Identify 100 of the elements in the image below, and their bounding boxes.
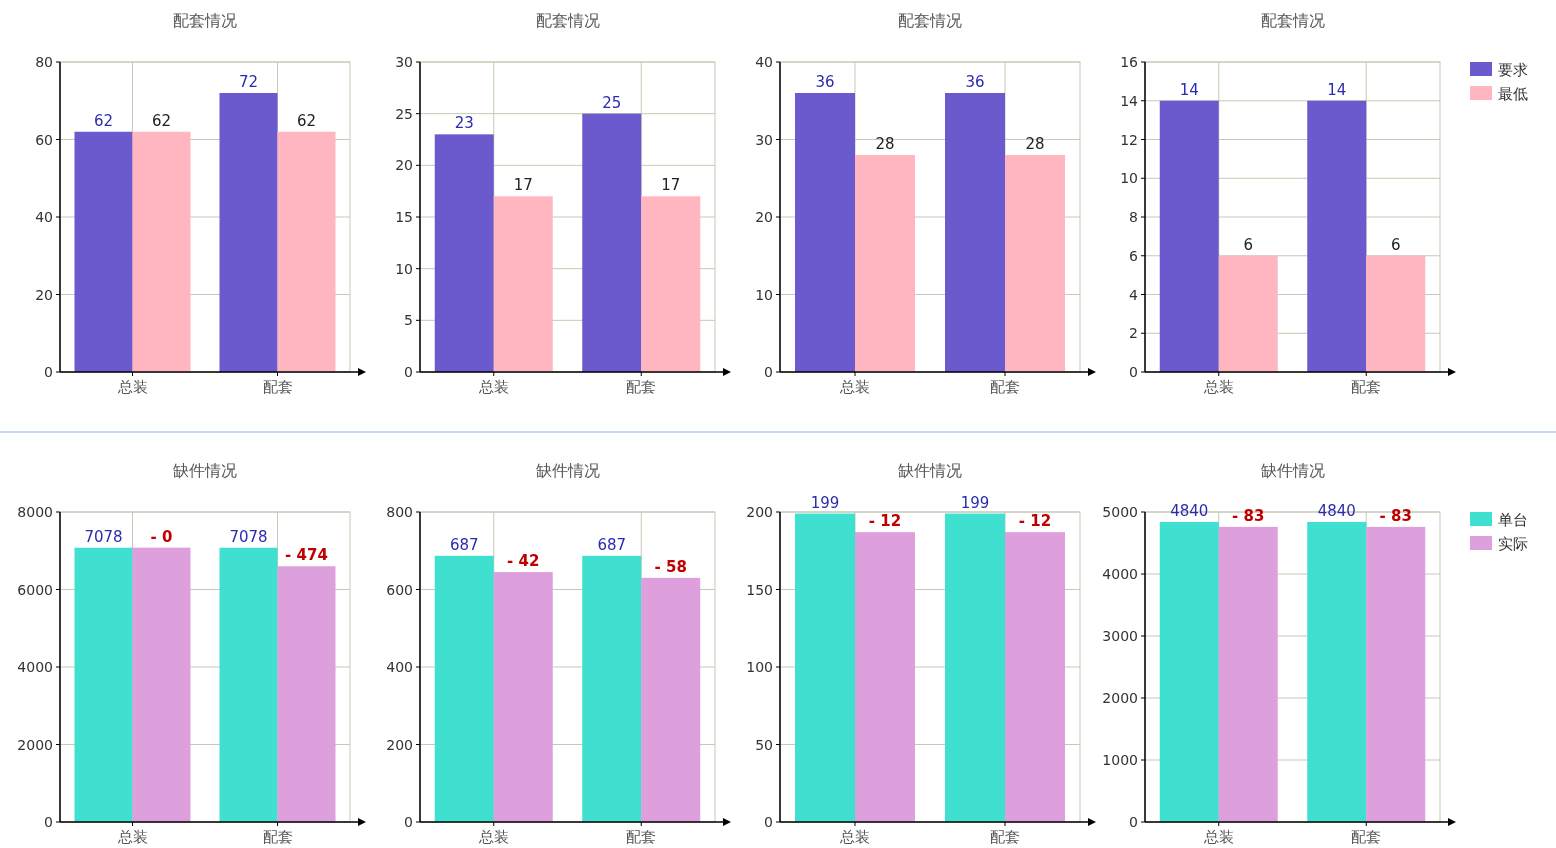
data-label: 199 [960, 493, 990, 512]
x-tick-label: 配套 [262, 828, 293, 846]
data-label: 6 [1243, 235, 1254, 254]
x-tick-label: 配套 [990, 828, 1020, 846]
data-label: 28 [875, 135, 895, 153]
y-tick-label: 5000 [1102, 504, 1138, 520]
data-label: 62 [93, 111, 114, 130]
data-label: 14 [1179, 80, 1199, 99]
x-tick-label: 总装 [839, 828, 870, 846]
y-tick-label: 10 [1120, 170, 1138, 187]
y-tick-label: 0 [44, 814, 53, 830]
legend-label: 实际 [1498, 535, 1528, 553]
y-tick-label: 2 [1129, 325, 1138, 342]
chart-title: 配套情况 [898, 11, 962, 30]
bar [434, 134, 494, 372]
data-label: 6 [1390, 235, 1401, 254]
y-tick-label: 0 [44, 364, 53, 380]
y-tick-label: 800 [386, 504, 413, 520]
legend-item: 最低 [1470, 85, 1528, 103]
chart-title: 配套情况 [535, 11, 600, 30]
y-tick-label: 600 [386, 581, 413, 598]
y-tick-label: 4000 [1102, 566, 1138, 582]
y-tick-label: 200 [746, 504, 773, 520]
x-tick-label: 总装 [116, 828, 148, 846]
data-label: 14 [1327, 80, 1347, 99]
x-tick-label: 配套 [1351, 828, 1382, 846]
y-tick-label: 25 [395, 105, 413, 122]
annotation: - 12 [1018, 512, 1052, 531]
annotation: - 0 [150, 527, 173, 546]
y-tick-label: 4000 [17, 659, 53, 675]
y-tick-label: 2000 [1102, 690, 1138, 706]
y-tick-label: 8 [1129, 209, 1138, 225]
legend-item: 单台 [1470, 511, 1528, 529]
data-label: 7078 [229, 527, 268, 546]
y-tick-label: 0 [1129, 364, 1138, 380]
y-tick-label: 30 [755, 131, 773, 148]
data-label: 36 [965, 73, 985, 91]
bar [493, 196, 553, 372]
data-label: 62 [296, 111, 317, 130]
y-tick-label: 1000 [1102, 752, 1138, 768]
y-tick-label: 10 [395, 260, 413, 277]
data-label: 17 [661, 176, 681, 195]
y-tick-label: 14 [1120, 92, 1139, 109]
annotation: - 83 [1232, 506, 1265, 525]
y-tick-label: 3000 [1102, 628, 1138, 644]
x-tick-label: 配套 [626, 378, 657, 396]
y-tick-label: 8000 [17, 504, 53, 520]
x-tick-label: 配套 [626, 828, 657, 846]
legend-item: 要求 [1470, 61, 1528, 79]
y-tick-label: 50 [755, 736, 773, 753]
data-label: 62 [151, 111, 172, 130]
annotation: - 12 [868, 512, 902, 531]
x-tick-label: 配套 [990, 378, 1020, 396]
y-tick-label: 0 [1129, 814, 1138, 830]
y-tick-label: 12 [1120, 131, 1138, 148]
y-tick-label: 20 [35, 286, 53, 303]
annotation: - 58 [654, 557, 687, 576]
y-tick-label: 15 [395, 209, 413, 225]
y-tick-label: 40 [755, 54, 773, 70]
y-tick-label: 30 [395, 54, 413, 70]
chart-title: 缺件情况 [1260, 461, 1325, 480]
data-label: 23 [454, 114, 474, 133]
y-tick-label: 0 [404, 364, 413, 380]
y-tick-label: 200 [386, 736, 413, 753]
data-label: 687 [449, 535, 479, 554]
data-label: 72 [238, 73, 259, 91]
data-label: 17 [513, 176, 533, 195]
chart-title: 缺件情况 [173, 461, 237, 480]
y-tick-label: 6000 [17, 581, 53, 598]
x-tick-label: 总装 [1202, 378, 1234, 396]
y-tick-label: 0 [764, 814, 773, 830]
data-label: 36 [815, 73, 835, 91]
legend-label: 最低 [1498, 85, 1528, 103]
y-tick-label: 100 [746, 659, 773, 675]
x-tick-label: 配套 [1351, 378, 1382, 396]
y-tick-label: 2000 [17, 736, 53, 753]
x-tick-label: 总装 [477, 828, 509, 846]
y-tick-label: 10 [755, 286, 773, 303]
bar [582, 555, 642, 822]
data-label: 7078 [84, 527, 123, 546]
y-tick-label: 16 [1120, 54, 1139, 70]
chart-title: 配套情况 [173, 11, 237, 30]
data-label: 28 [1025, 135, 1045, 153]
x-tick-label: 总装 [1202, 828, 1234, 846]
x-tick-label: 总装 [477, 378, 509, 396]
data-label: 199 [810, 493, 840, 512]
bar [434, 555, 494, 822]
y-tick-label: 400 [386, 659, 413, 675]
y-tick-label: 80 [35, 54, 53, 70]
y-tick-label: 40 [35, 209, 53, 225]
bar [641, 196, 701, 372]
x-tick-label: 总装 [116, 378, 148, 396]
annotation: - 474 [285, 546, 328, 565]
bar [582, 113, 642, 372]
data-label: 25 [602, 93, 622, 112]
y-tick-label: 20 [755, 209, 773, 225]
bar [493, 572, 553, 822]
y-tick-label: 0 [764, 364, 773, 380]
chart-title: 缺件情况 [535, 461, 600, 480]
y-tick-label: 5 [404, 312, 413, 329]
